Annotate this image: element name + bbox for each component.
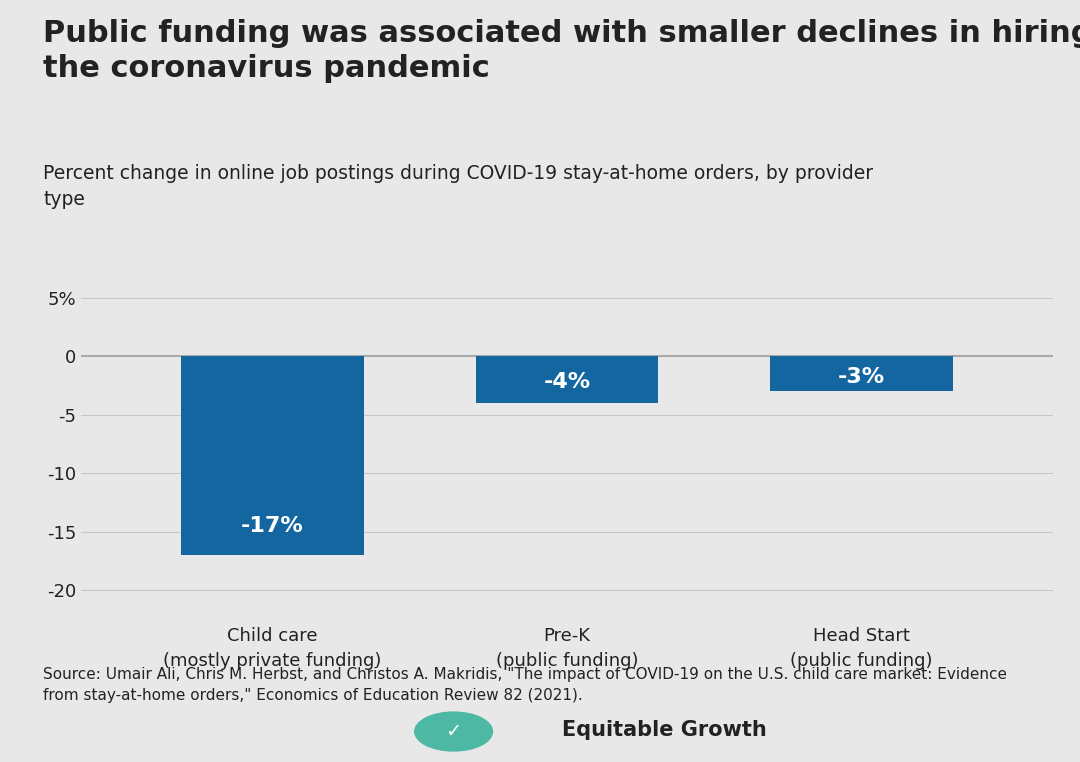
Text: -4%: -4% <box>543 372 591 392</box>
Bar <box>475 356 659 403</box>
Text: Source: Umair Ali, Chris M. Herbst, and Christos A. Makridis, "The impact of COV: Source: Umair Ali, Chris M. Herbst, and … <box>43 667 1008 703</box>
Text: Public funding was associated with smaller declines in hiring during
the coronav: Public funding was associated with small… <box>43 19 1080 83</box>
Text: Equitable Growth: Equitable Growth <box>562 720 767 740</box>
Text: ✓: ✓ <box>445 722 462 741</box>
Text: -3%: -3% <box>838 367 886 387</box>
Text: Percent change in online job postings during COVID-19 stay-at-home orders, by pr: Percent change in online job postings du… <box>43 164 874 210</box>
Ellipse shape <box>415 712 492 751</box>
Text: -17%: -17% <box>241 516 303 536</box>
Bar <box>181 356 364 555</box>
Bar <box>770 356 953 391</box>
